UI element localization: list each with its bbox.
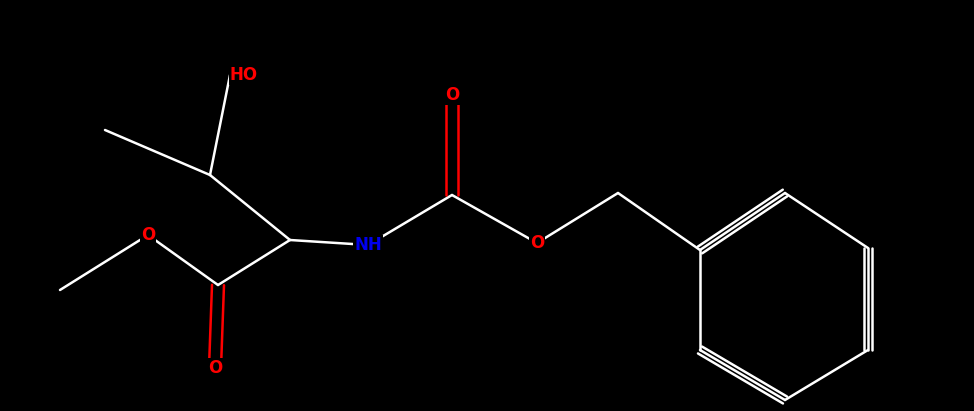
- Text: O: O: [207, 359, 222, 377]
- Text: O: O: [141, 226, 155, 244]
- Text: HO: HO: [230, 66, 258, 84]
- Text: O: O: [530, 234, 544, 252]
- Text: NH: NH: [355, 236, 382, 254]
- Text: O: O: [445, 86, 459, 104]
